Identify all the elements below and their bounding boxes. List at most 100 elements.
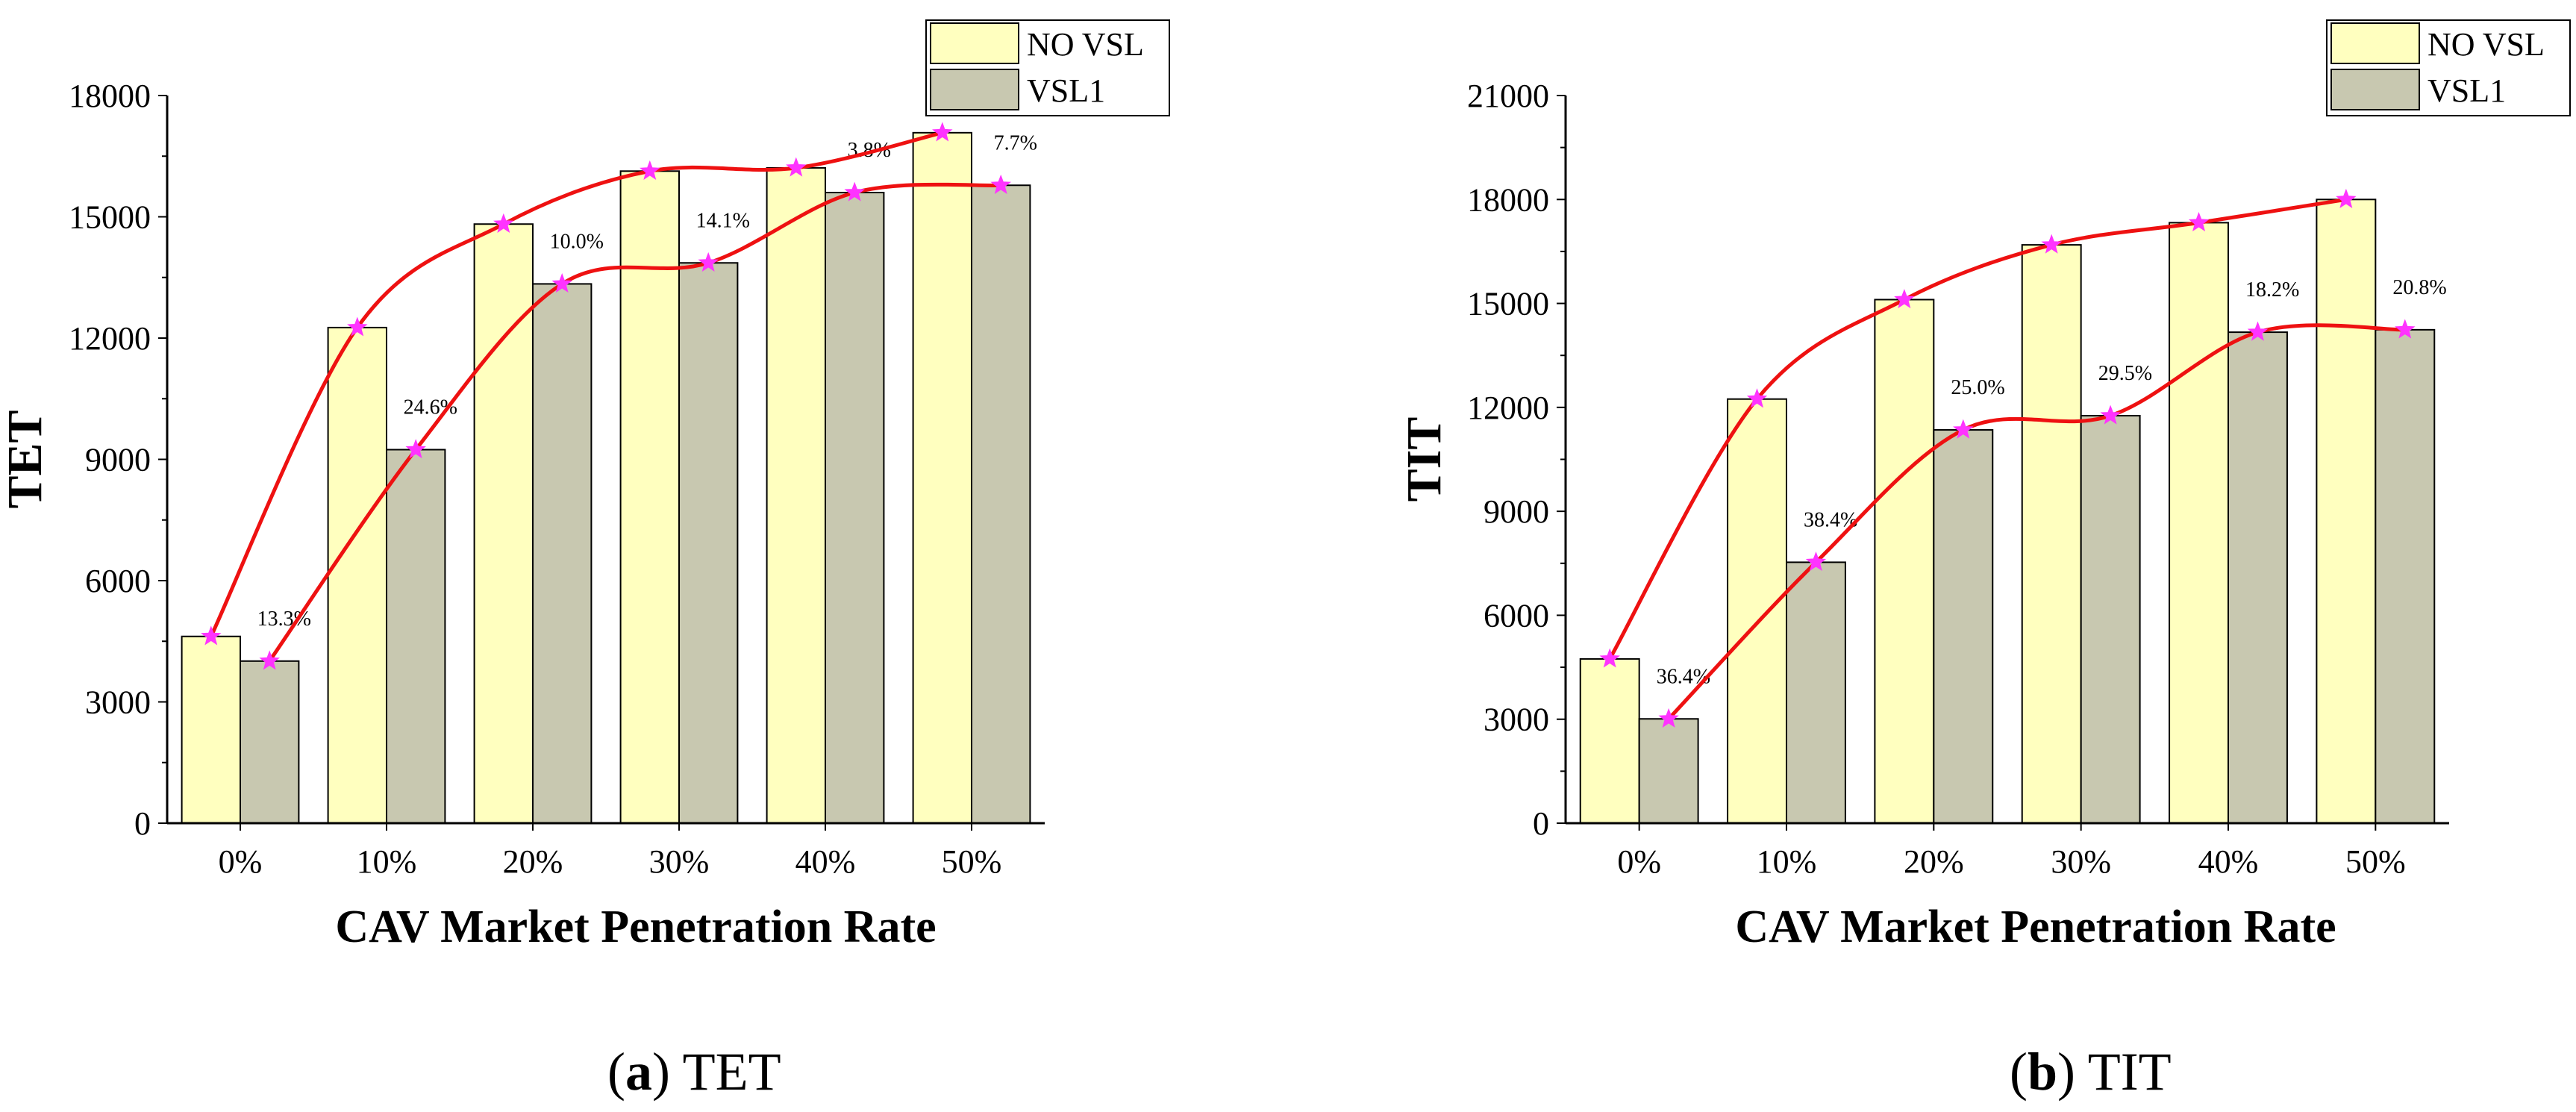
x-tick-label-2: 20%: [503, 843, 563, 880]
panel-caption: (a) TET: [607, 1042, 781, 1102]
marker-vsl1-1: [1805, 551, 1827, 572]
x-tick-label-4: 40%: [2198, 843, 2259, 880]
legend-swatch-no-vsl: [2330, 22, 2420, 64]
caption-open-paren: (: [2010, 1042, 2028, 1102]
marker-no-vsl-3: [640, 160, 660, 180]
chart-panel-tet: 0%13.3%10%24.6%20%10.0%30%14.1%40%3.8%50…: [0, 19, 1170, 1102]
caption-letter: b: [2028, 1042, 2057, 1102]
legend-label-no-vsl: NO VSL: [1027, 26, 1144, 63]
reduction-label-3: 14.1%: [696, 209, 750, 232]
bar-no-vsl-5: [912, 131, 972, 825]
bar-vsl1-0: [1638, 718, 1699, 824]
marker-no-vsl-3: [2041, 234, 2062, 254]
bar-vsl1-3: [2080, 415, 2141, 824]
y-tick-label-0: 0: [1533, 805, 1549, 842]
curve-vsl1: [1667, 323, 2405, 720]
bar-no-vsl-2: [473, 223, 534, 824]
reduction-label-2: 10.0%: [550, 230, 604, 253]
marker-no-vsl-5: [932, 122, 953, 142]
x-axis-title: CAV Market Penetration Rate: [1735, 902, 2336, 952]
marker-vsl1-4: [2247, 321, 2269, 341]
x-tick-label-1: 10%: [1757, 843, 1817, 880]
reduction-label-5: 20.8%: [2392, 276, 2446, 299]
marker-vsl1-1: [405, 439, 426, 459]
marker-no-vsl-4: [2188, 211, 2210, 232]
y-tick-label-2: 6000: [1484, 597, 1549, 634]
marker-vsl1-4: [844, 181, 865, 202]
bar-no-vsl-1: [327, 326, 388, 824]
reduction-label-5: 7.7%: [994, 131, 1037, 154]
y-tick-label-3: 9000: [85, 442, 151, 478]
y-tick-label-6: 18000: [69, 78, 151, 114]
y-tick-label-4: 12000: [1467, 390, 1549, 426]
bar-vsl1-4: [825, 192, 885, 824]
x-axis-title: CAV Market Penetration Rate: [335, 902, 936, 952]
bar-vsl1-2: [1933, 429, 1994, 824]
x-tick-label-5: 50%: [942, 843, 1002, 880]
reduction-label-2: 25.0%: [1951, 376, 2004, 399]
caption-close-paren: ): [2057, 1042, 2088, 1102]
caption-letter: a: [625, 1042, 652, 1102]
marker-no-vsl-1: [347, 316, 368, 337]
y-tick-label-5: 15000: [1467, 286, 1549, 322]
marker-vsl1-3: [698, 252, 719, 272]
caption-close-paren: ): [652, 1042, 683, 1102]
marker-vsl1-3: [2100, 404, 2121, 425]
legend-swatch-vsl1: [2330, 69, 2420, 110]
marker-no-vsl-0: [1599, 648, 1620, 668]
marker-vsl1-2: [1953, 419, 1974, 439]
x-tick-label-2: 20%: [1904, 843, 1964, 880]
bar-no-vsl-3: [2021, 244, 2082, 825]
x-tick-label-3: 30%: [649, 843, 710, 880]
y-axis-title: TET: [0, 410, 52, 508]
caption-open-paren: (: [607, 1042, 625, 1102]
legend: NO VSL VSL1: [925, 19, 1170, 116]
marker-vsl1-0: [1658, 708, 1679, 728]
y-tick-label-4: 12000: [69, 320, 151, 357]
bar-no-vsl-2: [1874, 299, 1935, 824]
y-tick-label-0: 0: [134, 805, 151, 842]
bar-vsl1-5: [971, 184, 1031, 824]
marker-no-vsl-2: [493, 213, 514, 233]
legend-label-no-vsl: NO VSL: [2427, 26, 2545, 63]
legend-swatch-no-vsl: [930, 22, 1019, 64]
chart-panel-tit: 0%36.4%10%38.4%20%25.0%30%29.5%40%18.2%5…: [1397, 19, 2571, 1102]
bar-vsl1-1: [386, 449, 446, 824]
legend-swatch-vsl1: [930, 69, 1019, 110]
legend: NO VSL VSL1: [2326, 19, 2571, 116]
y-tick-label-7: 21000: [1467, 78, 1549, 114]
y-tick-label-3: 9000: [1484, 493, 1549, 530]
marker-vsl1-0: [259, 650, 280, 670]
marker-no-vsl-5: [2336, 188, 2357, 208]
marker-no-vsl-0: [201, 625, 222, 646]
marker-no-vsl-2: [1894, 289, 1915, 309]
x-tick-label-4: 40%: [795, 843, 856, 880]
panel-caption: (b) TIT: [2010, 1042, 2172, 1102]
caption-text: TET: [683, 1042, 781, 1102]
x-tick-label-0: 0%: [219, 843, 263, 880]
bar-vsl1-2: [532, 283, 593, 824]
bar-vsl1-1: [1786, 561, 1846, 825]
y-tick-label-1: 3000: [1484, 702, 1549, 738]
x-tick-label-0: 0%: [1617, 843, 1661, 880]
reduction-label-4: 18.2%: [2245, 278, 2299, 302]
x-tick-label-5: 50%: [2345, 843, 2406, 880]
marker-no-vsl-4: [786, 157, 807, 177]
bar-no-vsl-0: [1579, 657, 1640, 825]
reduction-label-3: 29.5%: [2098, 362, 2152, 385]
y-tick-label-5: 15000: [69, 199, 151, 236]
marker-vsl1-5: [990, 174, 1011, 194]
caption-text: TIT: [2088, 1042, 2172, 1102]
bar-no-vsl-0: [181, 635, 242, 824]
y-tick-label-6: 18000: [1467, 181, 1549, 218]
marker-vsl1-5: [2395, 319, 2416, 339]
y-tick-label-1: 3000: [85, 684, 151, 721]
x-tick-label-3: 30%: [2051, 843, 2111, 880]
legend-label-vsl1: VSL1: [1027, 72, 1105, 109]
x-tick-label-1: 10%: [357, 843, 417, 880]
bar-vsl1-0: [240, 660, 300, 825]
y-axis-title: TIT: [1397, 417, 1451, 502]
bar-vsl1-4: [2228, 331, 2288, 825]
marker-no-vsl-1: [1746, 388, 1768, 408]
